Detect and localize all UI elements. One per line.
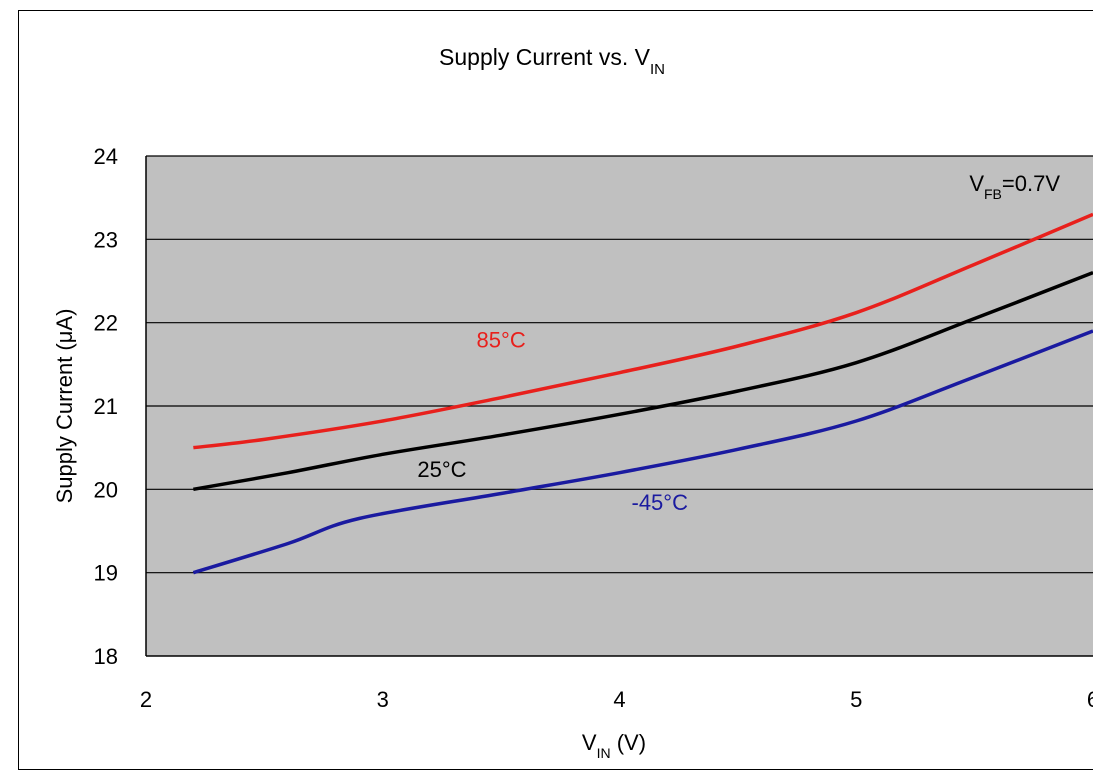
chart-title-main: Supply Current vs. V [439, 44, 651, 70]
x-tick-label: 2 [140, 687, 152, 712]
series-label-1: 25°C [417, 457, 466, 482]
y-tick-label: 20 [94, 477, 118, 502]
condition-note-rest: =0.7V [1002, 171, 1060, 196]
series-label-0: 85°C [477, 328, 526, 353]
x-axis-label-unit: (V) [611, 730, 646, 755]
grid-lines [146, 155, 1093, 574]
series-label-2: -45°C [632, 490, 689, 515]
y-tick-labels: 18 19 20 21 22 23 24 [94, 144, 118, 669]
y-tick-label: 22 [94, 311, 118, 336]
condition-note-sub: FB [984, 186, 1002, 202]
condition-note-main: V [969, 171, 984, 196]
y-tick-label: 18 [94, 644, 118, 669]
chart-title-sub: IN [650, 61, 665, 78]
x-axis-label-main: V [582, 730, 597, 755]
y-tick-label: 21 [94, 394, 118, 419]
chart-title: Supply Current vs. VIN [439, 44, 665, 78]
y-axis-label: Supply Current (μA) [52, 309, 77, 504]
x-tick-labels: 2 3 4 5 6 [140, 687, 1093, 712]
x-tick-label: 5 [850, 687, 862, 712]
y-tick-label: 23 [94, 227, 118, 252]
condition-note: VFB=0.7V [969, 171, 1060, 202]
series-line-1 [193, 271, 1093, 492]
series-labels: 85°C 25°C -45°C [417, 328, 688, 515]
x-tick-label: 4 [613, 687, 625, 712]
x-axis-label-sub: IN [597, 745, 611, 761]
series-lines [192, 212, 1093, 575]
x-tick-label: 6 [1087, 687, 1093, 712]
x-tick-label: 3 [377, 687, 389, 712]
series-line-2 [192, 329, 1093, 575]
y-tick-label: 19 [94, 561, 118, 586]
x-axis-label: VIN (V) [582, 730, 646, 761]
y-tick-label: 24 [94, 144, 118, 169]
series-line-0 [193, 212, 1093, 450]
